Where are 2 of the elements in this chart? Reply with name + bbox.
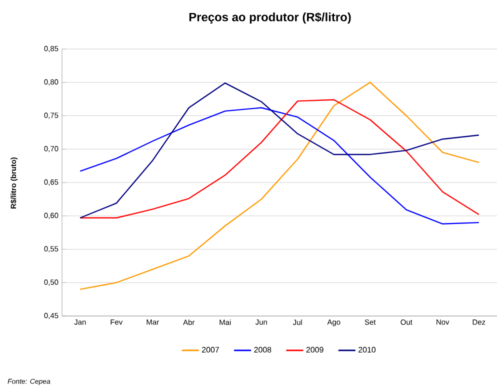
- line-series: [80, 82, 480, 290]
- chart-title: Preços ao produtor (R$/litro): [189, 12, 351, 24]
